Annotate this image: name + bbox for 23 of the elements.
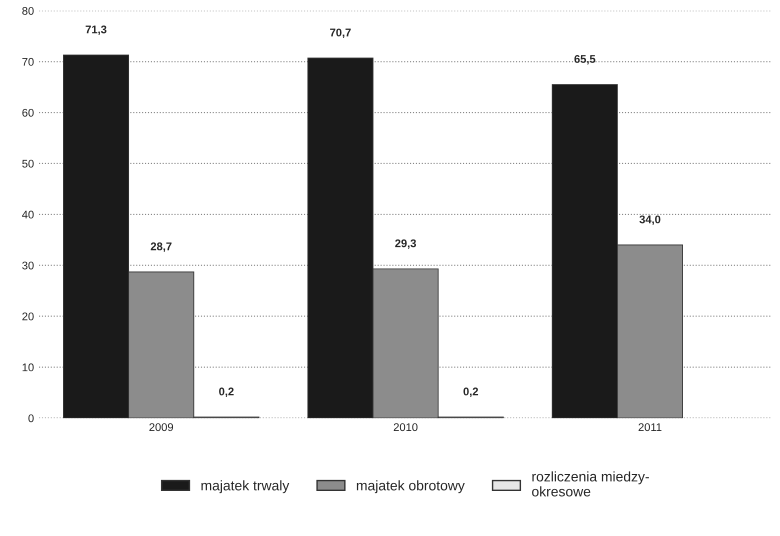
data-label: 0,2 [463, 388, 478, 398]
y-tick-label: 30 [22, 262, 34, 270]
data-label: 0,2 [219, 388, 234, 398]
data-label: 65,5 [574, 55, 596, 65]
legend-label: rozliczenia miedzy- okresowe [532, 471, 649, 496]
y-tick-label: 40 [22, 210, 34, 219]
y-tick-label: 70 [22, 58, 34, 66]
y-tick-label: 60 [22, 108, 34, 117]
data-label: 70,7 [330, 28, 351, 38]
y-tick-label: 50 [22, 160, 34, 168]
data-label: 71,3 [86, 26, 106, 35]
data-label: 29,3 [395, 239, 416, 249]
data-label: 34,0 [639, 215, 660, 225]
x-tick-label: 2011 [638, 423, 662, 432]
x-tick-label: 2010 [394, 423, 418, 432]
y-tick-label: 80 [22, 6, 34, 15]
y-tick-label: 20 [22, 312, 34, 320]
legend-label: majatek trwaly [201, 480, 290, 494]
y-tick-label: 0 [28, 414, 34, 422]
x-tick-label: 2009 [149, 423, 174, 432]
legend-label: majatek obrotowy [356, 480, 465, 494]
data-label: 28,7 [150, 242, 172, 252]
y-tick-label: 10 [22, 363, 34, 372]
